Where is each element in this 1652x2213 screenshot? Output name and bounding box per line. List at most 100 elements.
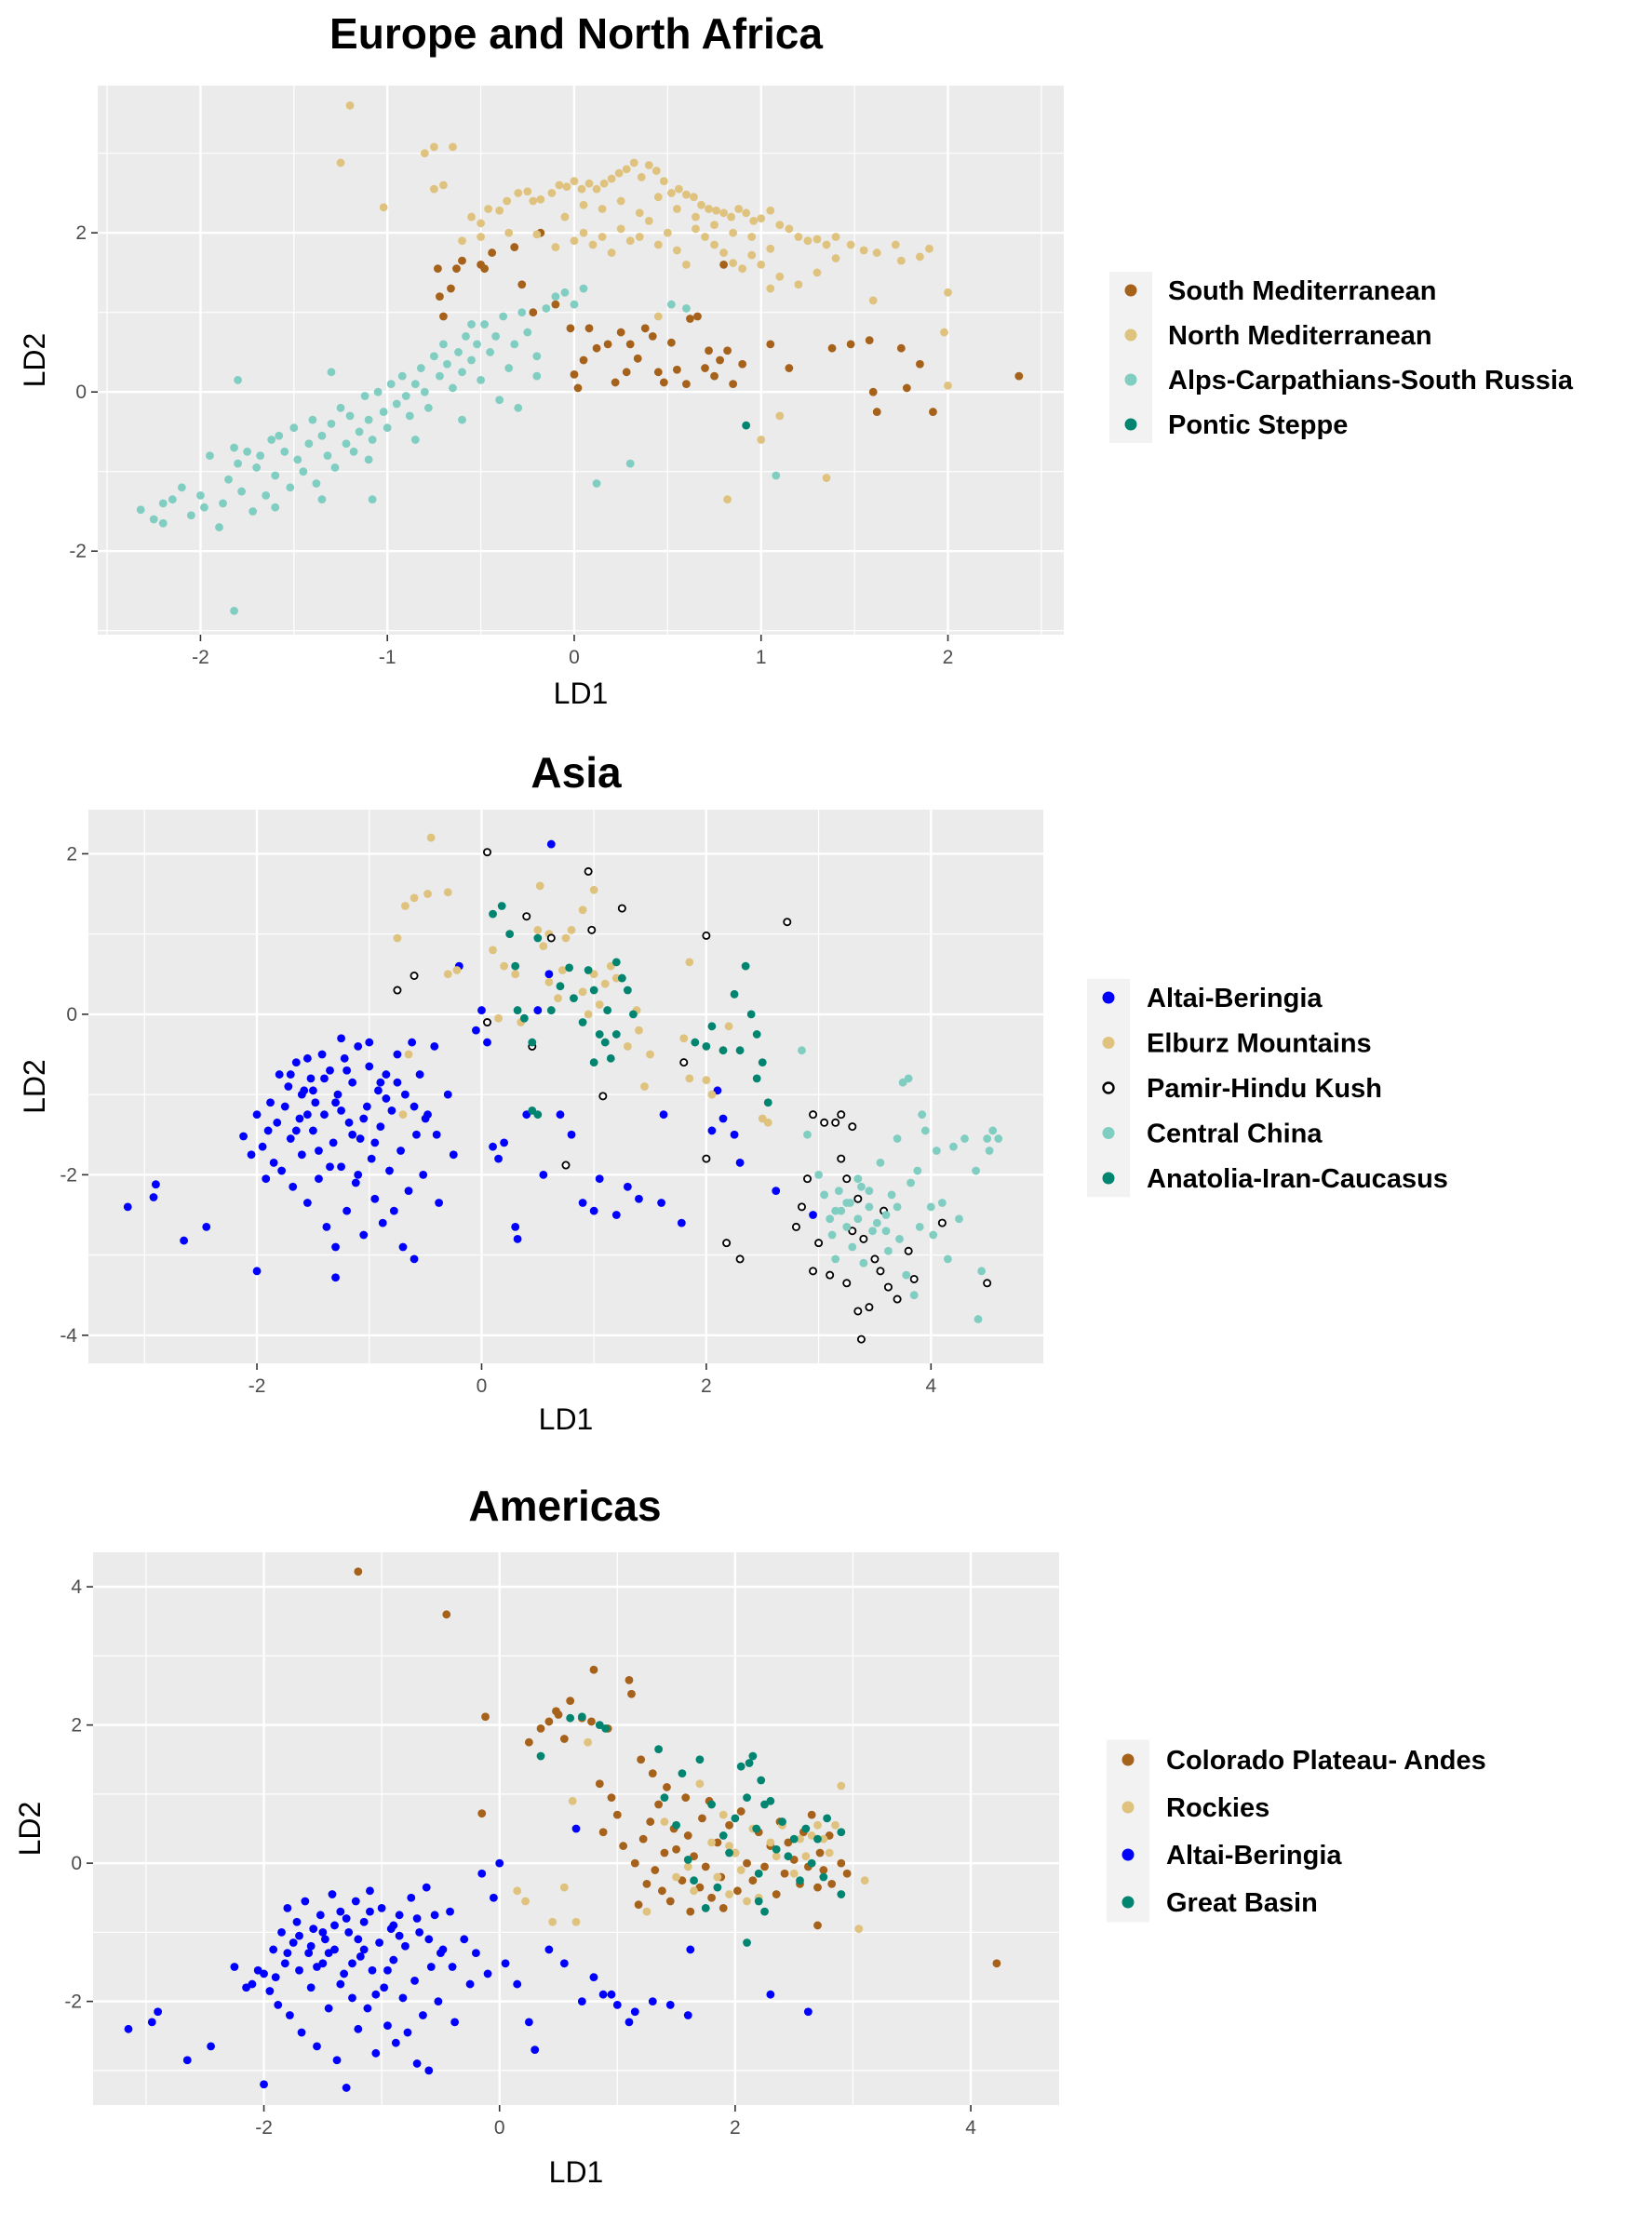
data-point [291, 1058, 301, 1067]
data-point [286, 1070, 295, 1079]
legend-key [1121, 1848, 1135, 1861]
data-point [713, 1872, 722, 1882]
data-point [815, 1848, 825, 1858]
data-point [902, 383, 911, 393]
data-point [748, 1876, 758, 1885]
data-point [735, 1046, 745, 1055]
y-tick-label: -2 [64, 1992, 82, 2013]
data-point [533, 1006, 543, 1014]
data-point [734, 205, 744, 213]
data-point [566, 1697, 575, 1706]
data-point [784, 1852, 793, 1861]
data-point [477, 1809, 487, 1818]
data-point [660, 1817, 669, 1826]
legend-key [1102, 1037, 1115, 1049]
data-point [348, 1078, 357, 1087]
data-point [295, 1965, 303, 1975]
data-point [896, 256, 906, 265]
data-point [273, 1118, 282, 1127]
data-point [301, 1897, 310, 1906]
data-point [454, 348, 463, 356]
data-point [362, 1102, 371, 1111]
y-tick-label: 2 [71, 1715, 82, 1737]
data-point [690, 193, 698, 202]
data-point [868, 1227, 877, 1236]
data-point [837, 1858, 846, 1868]
data-point [598, 1828, 608, 1837]
data-point [368, 1965, 377, 1975]
legend-key [1124, 418, 1137, 431]
data-point [672, 1872, 680, 1882]
series-elburz-mountains [393, 833, 772, 1127]
data-point [566, 1713, 575, 1723]
data-point [386, 380, 396, 389]
data-point [467, 212, 476, 221]
data-point [443, 359, 451, 369]
data-point [690, 1876, 698, 1885]
data-point [318, 1927, 328, 1937]
data-point [291, 1126, 301, 1135]
data-point [494, 1154, 503, 1163]
data-point [523, 187, 532, 196]
x-tick-label: 0 [569, 647, 580, 668]
data-point [336, 1907, 345, 1916]
data-point [295, 1931, 303, 1940]
x-tick-label: 2 [730, 2117, 741, 2139]
data-point [607, 248, 616, 257]
data-point [592, 479, 601, 488]
data-point [733, 1886, 742, 1896]
data-point [548, 1917, 557, 1926]
data-point [853, 1174, 863, 1184]
data-point [568, 1796, 577, 1805]
data-point [567, 1130, 576, 1139]
y-tick-label: 2 [66, 843, 77, 865]
data-point [400, 902, 410, 910]
data-point [200, 503, 208, 512]
legend-label: Altai-Beringia [1166, 1841, 1342, 1871]
data-point [556, 1110, 565, 1120]
data-point [437, 1949, 445, 1958]
data-point [648, 331, 657, 341]
series-rockies [513, 1737, 869, 1934]
data-point [392, 399, 401, 409]
data-point [420, 149, 429, 158]
data-point [500, 1138, 509, 1147]
data-point [757, 436, 766, 444]
y-axis-title: LD2 [18, 1059, 51, 1114]
data-point [683, 1856, 692, 1864]
data-point [535, 881, 544, 891]
data-point [725, 1890, 733, 1898]
data-point [729, 380, 738, 389]
data-point [180, 1236, 189, 1245]
data-point [342, 1066, 352, 1075]
data-point [635, 1194, 643, 1203]
series-anatolia-iran-caucasus [489, 902, 772, 1120]
data-point [123, 1202, 132, 1212]
data-point [932, 1147, 941, 1155]
data-point [449, 383, 457, 393]
data-point [623, 986, 632, 995]
data-point [944, 1254, 952, 1264]
data-point [472, 1026, 480, 1035]
data-point [528, 1038, 537, 1047]
data-point [916, 252, 924, 262]
data-point [607, 1990, 616, 1999]
data-point [719, 248, 728, 257]
data-point [252, 463, 262, 472]
data-point [736, 1866, 745, 1874]
data-point [983, 1279, 992, 1288]
data-point [977, 1267, 987, 1276]
data-point [831, 1254, 840, 1264]
data-point [342, 439, 351, 449]
data-point [420, 387, 429, 396]
data-point [329, 1138, 338, 1147]
data-point [794, 233, 803, 241]
data-point [447, 284, 455, 293]
data-point [623, 1041, 632, 1051]
data-point [926, 1202, 935, 1212]
data-point [511, 970, 520, 979]
data-point [500, 961, 509, 971]
data-point [893, 1202, 902, 1212]
data-point [393, 933, 402, 943]
data-point [859, 246, 868, 255]
